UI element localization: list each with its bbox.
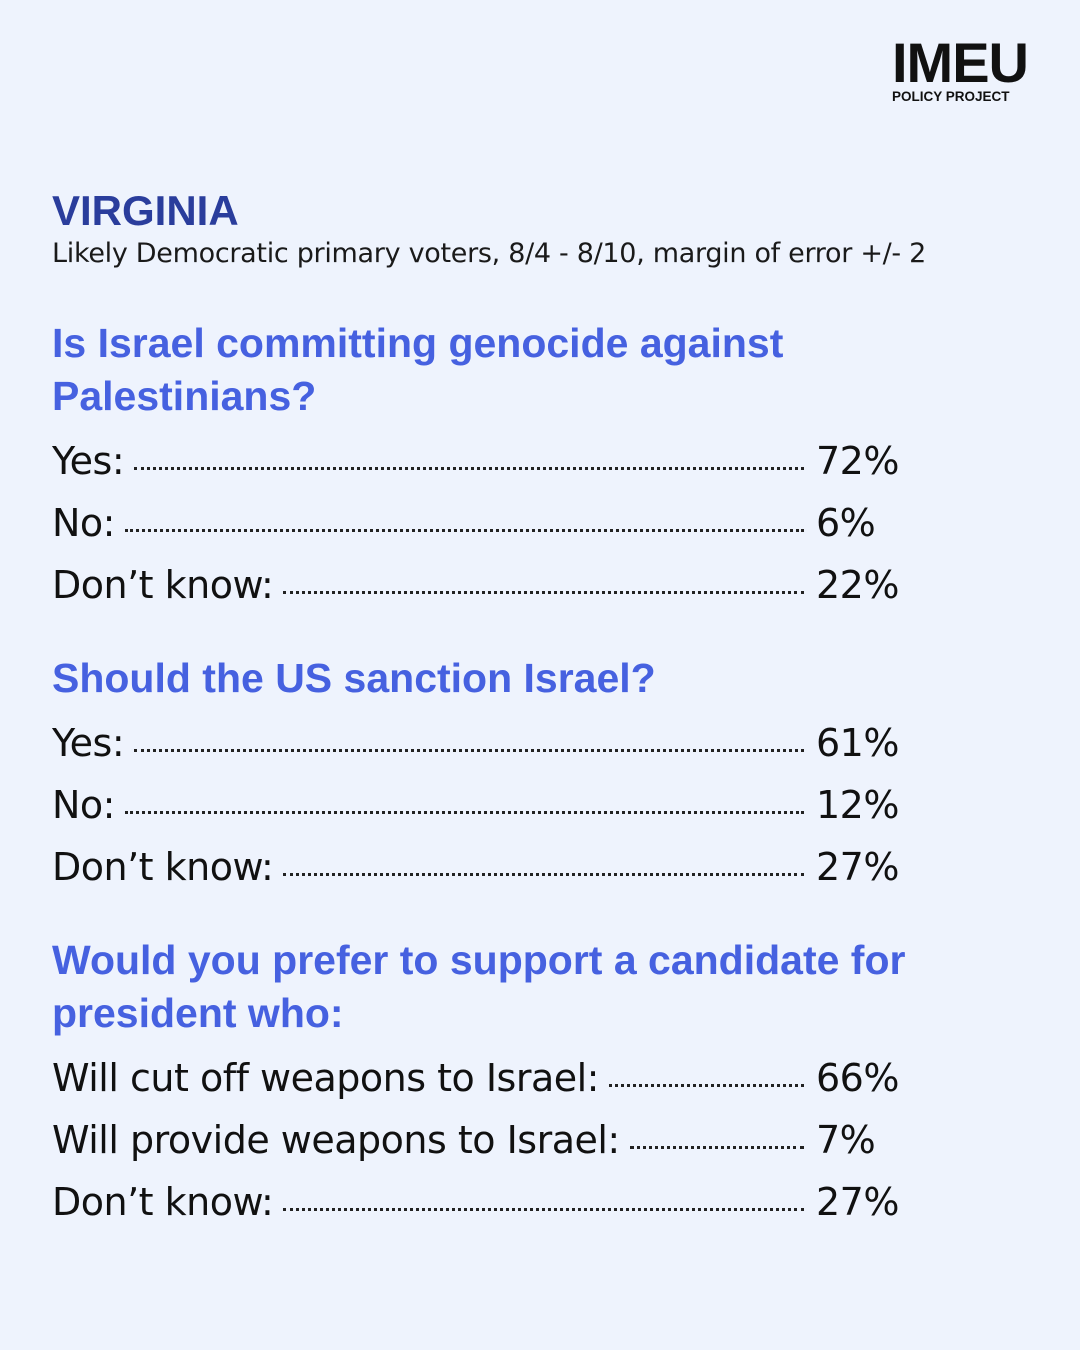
logo: IMEU POLICY PROJECT xyxy=(892,31,1029,106)
question-block: Is Israel committing genocide against Pa… xyxy=(52,317,1032,616)
question-text: Would you prefer to support a candidate … xyxy=(52,937,906,1036)
dotted-leader xyxy=(124,811,804,814)
answer-row: No: 12% xyxy=(52,774,899,836)
question-block: Would you prefer to support a candidate … xyxy=(52,934,1032,1233)
answer-label: Don’t know: xyxy=(52,563,274,607)
dotted-leader xyxy=(609,1084,804,1087)
logo-tagline: POLICY PROJECT xyxy=(892,89,1010,104)
question-block: Should the US sanction Israel? Yes: 61% No:… xyxy=(52,652,1032,898)
answer-row: No: 6% xyxy=(52,492,892,554)
dotted-leader xyxy=(629,1146,804,1149)
answer-label: Don’t know: xyxy=(52,1180,274,1224)
answer-value: 7% xyxy=(816,1118,876,1162)
dotted-leader xyxy=(283,591,804,594)
dotted-leader xyxy=(134,749,804,752)
subtitle: Likely Democratic primary voters, 8/4 - … xyxy=(52,238,927,269)
answer-row: Will cut off weapons to Israel: 66% xyxy=(52,1047,899,1109)
dotted-leader xyxy=(124,529,804,532)
answer-label: No: xyxy=(52,501,115,545)
answer-label: Will cut off weapons to Israel: xyxy=(52,1056,600,1100)
answer-value: 22% xyxy=(816,563,899,607)
title: VIRGINIA xyxy=(52,187,239,234)
answer-row: Don’t know: 27% xyxy=(52,1171,899,1233)
answer-value: 27% xyxy=(816,1180,899,1224)
answer-row: Will provide weapons to Israel: 7% xyxy=(52,1109,892,1171)
answer-row: Don’t know: 27% xyxy=(52,836,899,898)
answer-value: 12% xyxy=(816,783,899,827)
dotted-leader xyxy=(283,873,804,876)
logo-name: IMEU xyxy=(892,31,1029,94)
answer-label: Yes: xyxy=(52,721,125,765)
answer-label: No: xyxy=(52,783,115,827)
dotted-leader xyxy=(134,467,804,470)
dotted-leader xyxy=(283,1208,804,1211)
answer-list: Yes: 61% No: 12% Don’t know: 27% xyxy=(52,712,1032,898)
answer-value: 66% xyxy=(816,1056,899,1100)
answer-row: Yes: 61% xyxy=(52,712,899,774)
answer-list: Yes: 72% No: 6% Don’t know: 22% xyxy=(52,430,1032,616)
answer-value: 72% xyxy=(816,439,899,483)
answer-label: Will provide weapons to Israel: xyxy=(52,1118,620,1162)
answer-label: Yes: xyxy=(52,439,125,483)
answer-value: 61% xyxy=(816,721,899,765)
answer-label: Don’t know: xyxy=(52,845,274,889)
question-text: Should the US sanction Israel? xyxy=(52,655,656,701)
answer-list: Will cut off weapons to Israel: 66% Will p… xyxy=(52,1047,1032,1233)
answer-value: 27% xyxy=(816,845,899,889)
answer-row: Don’t know: 22% xyxy=(52,554,899,616)
question-text: Is Israel committing genocide against Pa… xyxy=(52,320,784,419)
answer-value: 6% xyxy=(816,501,876,545)
answer-row: Yes: 72% xyxy=(52,430,899,492)
content: VIRGINIA Likely Democratic primary voter… xyxy=(52,188,1032,1233)
